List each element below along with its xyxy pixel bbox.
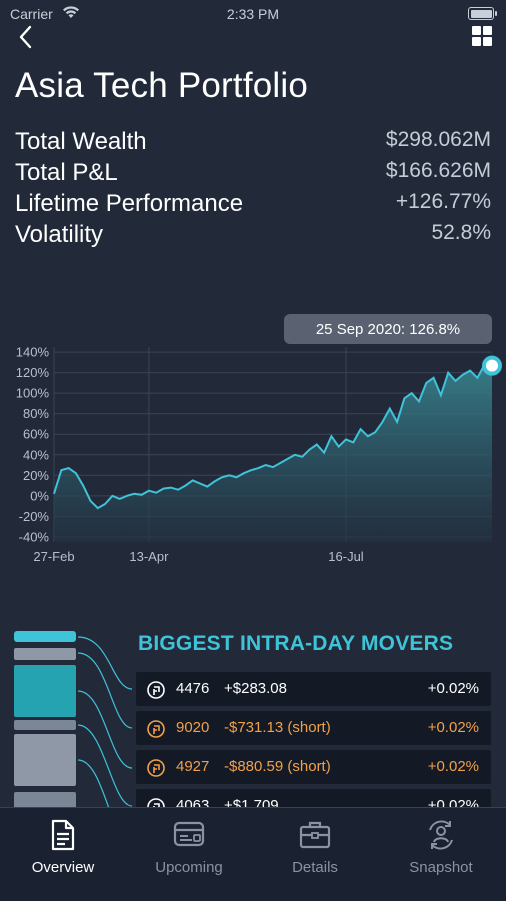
status-time: 2:33 PM [226,6,280,22]
stat-row-volatility: Volatility 52.8% [15,221,491,252]
page-title: Asia Tech Portfolio [15,66,309,105]
mover-pnl: +$1,709 [224,797,279,810]
stat-label: Lifetime Performance [15,190,244,217]
y-tick-label: 20% [23,468,49,483]
portfolio-stats: Total Wealth $298.062M Total P&L $166.62… [15,128,491,252]
tab-snapshot[interactable]: Snapshot [378,808,504,901]
stat-row-total-pnl: Total P&L $166.626M [15,159,491,190]
chart-area [54,364,492,542]
stat-value: $166.626M [385,159,491,182]
tooltip-text: 25 Sep 2020: 126.8% [316,321,460,338]
mover-row[interactable]: 4476 +$283.08 +0.02% [136,672,491,706]
tab-upcoming[interactable]: Upcoming [126,808,252,901]
mover-ticker: 4476 [176,680,210,697]
wifi-icon [63,6,79,18]
carrier-label: Carrier [10,6,53,22]
grid-menu-button[interactable] [470,24,494,48]
stat-row-lifetime-performance: Lifetime Performance +126.77% [15,190,491,221]
chevron-left-icon [19,25,32,49]
status-bar: Carrier 2:33 PM [0,0,506,28]
y-tick-label: 0% [30,488,49,503]
y-tick-label: 40% [23,447,49,462]
y-tick-label: 60% [23,427,49,442]
tab-overview[interactable]: Overview [0,808,126,901]
mover-pct: +0.02% [427,680,479,697]
y-tick-label: -40% [19,529,50,544]
stat-label: Total P&L [15,159,118,186]
chart-tooltip: 25 Sep 2020: 126.8% [284,314,492,344]
tab-label: Upcoming [155,859,223,876]
tab-bar: Overview Upcoming Details Snapshot [0,807,506,901]
back-button[interactable] [12,22,42,52]
tab-label: Snapshot [409,859,473,876]
mover-ticker: 4927 [176,758,210,775]
y-tick-label: 140% [16,345,50,360]
mover-pnl: -$731.13 (short) [224,719,331,736]
card-icon [173,821,205,847]
stat-row-total-wealth: Total Wealth $298.062M [15,128,491,159]
stat-value: 52.8% [431,221,491,244]
mover-pct: +0.02% [427,797,479,810]
performance-chart[interactable]: 140% 120% 100% 80% 60% 40% 20% 0% -20% -40% 27-Feb… [0,305,506,570]
mover-row[interactable]: 4063 +$1,709 +0.02% [136,789,491,810]
y-tick-label: 120% [16,365,50,380]
mover-ticker: 4063 [176,797,210,810]
mover-row[interactable]: 9020 -$731.13 (short) +0.02% [136,711,491,745]
stat-value: $298.062M [385,128,491,151]
chart-line [53,363,493,510]
movers-section: BIGGEST INTRA-DAY MOVERS 4476 +$283.08 +… [0,620,506,810]
x-tick-label: 27-Feb [33,549,74,564]
briefcase-icon [299,821,331,849]
mover-row[interactable]: 4927 -$880.59 (short) +0.02% [136,750,491,784]
performance-chart-svg: 140% 120% 100% 80% 60% 40% 20% 0% -20% -40% 27-Feb… [16,314,502,564]
document-icon [51,819,75,851]
short-stock-icon [147,720,165,738]
allocation-bars [14,631,133,810]
battery-icon [468,7,497,20]
refresh-person-icon [429,820,453,850]
mover-pct: +0.02% [427,758,479,775]
y-tick-label: 100% [16,386,50,401]
tab-label: Details [292,859,338,876]
short-stock-icon [147,759,165,777]
x-tick-label: 16-Jul [328,549,364,564]
stat-label: Total Wealth [15,128,147,155]
mover-pct: +0.02% [427,719,479,736]
tab-details[interactable]: Details [252,808,378,901]
y-tick-label: -20% [19,509,50,524]
chart-end-marker[interactable] [482,355,502,376]
tab-label: Overview [31,859,95,876]
mover-ticker: 9020 [176,719,210,736]
movers-title: BIGGEST INTRA-DAY MOVERS [138,632,454,655]
stat-value: +126.77% [395,190,491,213]
y-tick-label: 80% [23,406,49,421]
stock-icon [147,681,165,699]
mover-pnl: +$283.08 [224,680,287,697]
x-tick-label: 13-Apr [129,549,169,564]
stat-label: Volatility [15,221,104,248]
mover-pnl: -$880.59 (short) [224,758,331,775]
grid-icon [472,26,492,46]
